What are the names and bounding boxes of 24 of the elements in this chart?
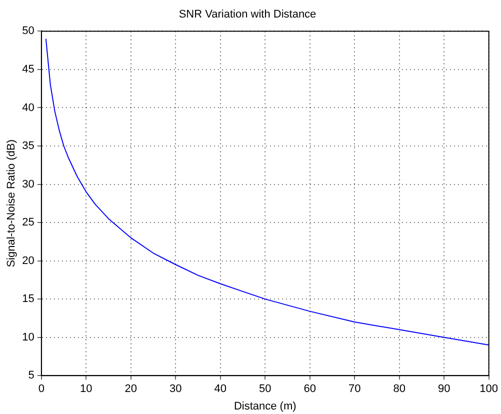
x-tick-label: 90 bbox=[438, 383, 450, 396]
x-tick-label: 60 bbox=[304, 383, 316, 396]
x-tick-label: 70 bbox=[348, 383, 361, 396]
y-tick-label: 15 bbox=[22, 293, 34, 306]
x-tick-label: 10 bbox=[80, 383, 92, 396]
y-tick-label: 10 bbox=[22, 331, 34, 344]
x-axis-title: Distance (m) bbox=[234, 400, 296, 412]
x-tick-label: 30 bbox=[170, 383, 182, 396]
chart-title: SNR Variation with Distance bbox=[178, 8, 316, 21]
x-tick-label: 0 bbox=[38, 383, 44, 396]
x-tick-label: 20 bbox=[124, 383, 138, 396]
y-tick-label: 30 bbox=[22, 178, 34, 190]
x-tick-label: 40 bbox=[214, 383, 227, 396]
x-tick-label: 100 bbox=[480, 383, 498, 396]
y-tick-label: 25 bbox=[22, 216, 34, 229]
y-tick-label: 50 bbox=[22, 25, 34, 38]
x-tick-label: 50 bbox=[259, 383, 272, 396]
x-tick-label: 80 bbox=[393, 383, 406, 396]
y-axis-title: Signal-to-Noise Ratio (dB) bbox=[6, 140, 18, 268]
y-tick-label: 35 bbox=[22, 140, 34, 152]
y-tick-label: 5 bbox=[28, 370, 34, 382]
y-tick-label: 40 bbox=[22, 102, 34, 114]
y-tick-label: 20 bbox=[22, 254, 34, 267]
y-tick-label: 45 bbox=[22, 64, 34, 76]
